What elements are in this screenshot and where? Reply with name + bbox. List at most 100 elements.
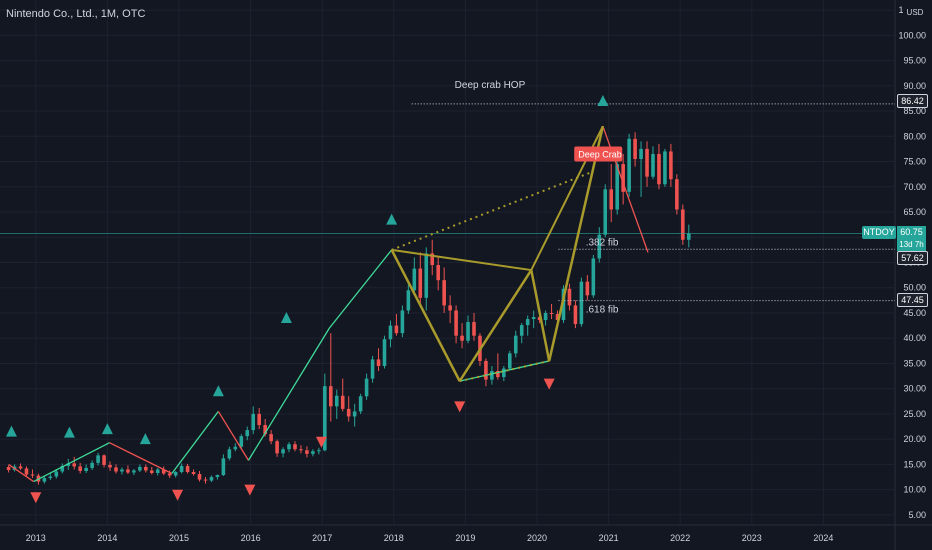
candle-body — [42, 478, 47, 482]
candle-body — [579, 281, 584, 325]
y-tick-label: 20.00 — [903, 434, 926, 444]
pivot-high-marker — [386, 213, 398, 225]
x-tick-label: 2014 — [97, 533, 117, 543]
zigzag-leg — [328, 249, 393, 329]
candle-body — [84, 467, 88, 471]
candle-body — [311, 451, 315, 454]
pivot-low-marker — [172, 489, 184, 501]
candle-body — [155, 469, 160, 474]
x-tick-label: 2020 — [527, 533, 547, 543]
candle-body — [114, 467, 118, 472]
candle-body — [418, 268, 423, 298]
candle-body — [293, 444, 297, 450]
currency-box — [903, 6, 927, 18]
x-tick-label: 2023 — [742, 533, 762, 543]
y-tick-label: 40.00 — [903, 333, 926, 343]
pivot-low-marker — [454, 401, 466, 413]
y-tick-label: 35.00 — [903, 358, 926, 368]
y-tick-label: 45.00 — [903, 308, 926, 318]
candle-body — [54, 471, 59, 477]
candle-body — [555, 313, 560, 321]
candle-body — [519, 325, 524, 336]
x-tick-label: 2024 — [813, 533, 833, 543]
pivot-low-marker — [315, 436, 327, 448]
candle-body — [60, 465, 65, 472]
zigzag-leg — [247, 327, 330, 461]
candle-body — [323, 386, 327, 451]
fib-382-label: .382 fib — [586, 237, 619, 248]
candle-body — [615, 164, 619, 210]
y-tick-label: 30.00 — [903, 384, 926, 394]
current-price: 60.75 — [897, 226, 926, 239]
pattern-leg — [390, 249, 461, 382]
pivot-high-marker — [139, 433, 151, 445]
y-tick-label: 85.00 — [903, 106, 926, 116]
pattern-leg — [458, 269, 533, 382]
candle-body — [687, 233, 691, 240]
candle-body — [167, 473, 172, 476]
candle-body — [197, 474, 202, 480]
price-label-hop: 86.42 — [897, 94, 928, 108]
candle-body — [657, 153, 661, 185]
y-tick-label: 75.00 — [903, 157, 926, 167]
candle-body — [215, 475, 220, 478]
candle-body — [561, 288, 566, 321]
candle-body — [317, 450, 321, 452]
candle-body — [179, 465, 184, 472]
candle-body — [424, 253, 429, 298]
candle-body — [329, 386, 333, 407]
candle-body — [334, 395, 339, 407]
price-axis-pane — [895, 0, 932, 550]
candle-body — [370, 359, 375, 379]
candle-body — [132, 470, 136, 473]
candle-body — [406, 290, 411, 311]
candle-body — [531, 317, 536, 320]
candle-body — [681, 209, 685, 240]
candle-body — [430, 253, 435, 266]
pivot-low-marker — [244, 484, 256, 496]
candle-body — [144, 466, 148, 471]
candle-body — [221, 458, 226, 476]
y-tick-label: 10.00 — [903, 485, 926, 495]
pivot-low-marker — [30, 492, 42, 504]
candle-body — [233, 446, 238, 450]
candle-body — [454, 310, 458, 336]
candle-body — [567, 288, 572, 306]
candle-body — [126, 469, 130, 473]
candle-body — [364, 378, 369, 397]
candle-body — [448, 305, 452, 311]
candle-body — [591, 258, 596, 296]
chart-title: Nintendo Co., Ltd., 1M, OTC — [6, 8, 146, 20]
candle-body — [502, 368, 506, 378]
candle-body — [394, 325, 399, 334]
hop-label: Deep crab HOP — [455, 80, 526, 91]
candle-body — [185, 465, 190, 472]
candle-body — [412, 268, 417, 291]
candle-body — [346, 408, 351, 417]
candle-body — [275, 441, 279, 454]
y-tick-label: 65.00 — [903, 207, 926, 217]
candle-body — [281, 449, 285, 454]
candle-body — [609, 189, 614, 210]
candle-body — [269, 434, 273, 442]
candle-body — [460, 335, 464, 341]
candle-body — [490, 371, 494, 380]
candle-body — [239, 436, 244, 447]
candle-body — [675, 179, 679, 210]
candle-body — [508, 353, 512, 369]
candle-body — [191, 471, 196, 475]
candle-body — [72, 463, 77, 467]
candle-body — [227, 449, 232, 459]
x-tick-label: 2017 — [312, 533, 332, 543]
candle-body — [108, 464, 112, 468]
zigzag-leg — [459, 360, 550, 382]
x-tick-label: 2019 — [455, 533, 475, 543]
candle-body — [639, 148, 643, 160]
candle-body — [263, 425, 267, 435]
candle-body — [352, 411, 357, 417]
candle-body — [96, 455, 100, 463]
x-tick-label: 2022 — [670, 533, 690, 543]
y-tick-label: 80.00 — [903, 131, 926, 141]
